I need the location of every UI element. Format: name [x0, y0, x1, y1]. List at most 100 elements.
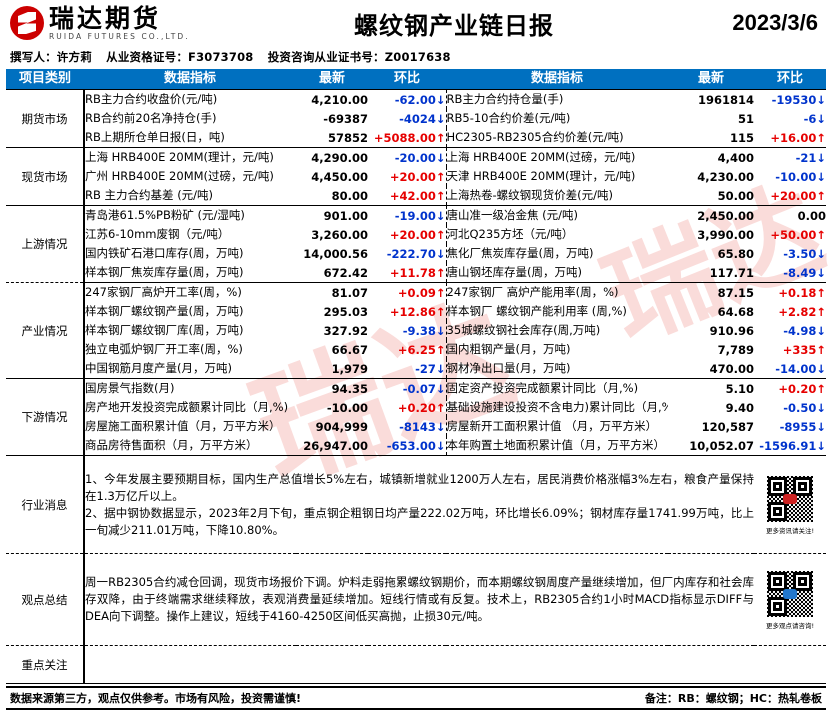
indicator-value-left: 14,000.56 — [303, 246, 368, 261]
indicator-name-right: RB主力合约持仓量(手) — [445, 89, 668, 109]
table-row: 期货市场 RB主力合约收盘价(元/吨) 4,210.00 -62.00↓ RB主力合约持… — [6, 89, 826, 148]
indicator-name-right: 钢材净出口量(月，万吨) — [445, 359, 668, 379]
qr-code-cell[interactable]: 更多观点请咨询! — [754, 553, 826, 646]
indicator-value-right: 5.10 — [668, 378, 754, 398]
indicator-change-left: -62.00↓ — [368, 89, 446, 109]
indicator-name-left: 青岛港61.5%PB粉矿 (元/湿吨) — [84, 205, 296, 225]
indicator-change-left: -8143↓ — [399, 419, 446, 434]
table-header-row: 项目类别 数据指标 最新 环比 数据指标 最新 环比 — [6, 69, 826, 90]
table-row: 江苏6-10mm废钢（元/吨） 3,260.00 +20.00↑ 河北Q235方坯（元… — [6, 225, 826, 244]
byline-cert: 从业资格证号：F3073708 — [106, 50, 254, 64]
indicator-value-left: 327.92 — [323, 323, 368, 338]
indicator-value-right: 1961814 — [668, 89, 754, 109]
page-header: 瑞达期货 RUIDA FUTURES CO.,LTD. 螺纹钢产业链日报 202… — [6, 0, 826, 46]
indicator-change-right: -21↓ — [754, 147, 826, 167]
indicator-change-right: +20.00↑ — [754, 186, 826, 206]
indicator-value-right: 910.96 — [709, 323, 754, 338]
col-latest-left: 最新 — [296, 69, 368, 90]
indicator-value-left: 80.00 — [296, 186, 368, 206]
indicator-name-left: 房产地开发投资完成额累计同比（月,%) — [85, 400, 289, 414]
table-row: 中国钢筋月度产量(月，万吨) 1,979 -27↓ 钢材净出口量(月，万吨) 470.0… — [6, 359, 826, 379]
indicator-change-left: -27↓ — [368, 359, 446, 379]
indicator-value-right: 7,789 — [717, 342, 754, 357]
indicator-value-right: 470.00 — [668, 359, 754, 379]
indicator-change-right: 0.00 — [754, 205, 826, 225]
indicator-change-right: -0.50↓ — [783, 400, 826, 415]
qr-code-icon[interactable] — [766, 569, 814, 618]
footer-disclaimer: 数据来源第三方，观点仅供参考。市场有风险，投资需谨慎! — [10, 692, 302, 705]
indicator-name-left: RB 主力合约基差 (元/吨) — [84, 186, 296, 206]
report-page: 瑞达 瑞达 瑞达期货 RUIDA FUTURES CO.,LTD. 螺纹钢产业链… — [0, 0, 832, 685]
indicator-name-right: 本年购置土地面积累计值（月，万平方米） — [445, 436, 668, 456]
indicator-name-left: 广州 HRB400E 20MM(过磅，元/吨) — [85, 169, 274, 183]
indicator-value-right: 50.00 — [668, 186, 754, 206]
indicator-value-left: -10.00 — [326, 400, 368, 415]
indicator-change-right: +0.20↑ — [754, 378, 826, 398]
table-row: 样本钢厂螺纹钢产量(周，万吨) 295.03 +12.86↑ 样本钢厂 螺纹钢产能利用… — [6, 302, 826, 321]
indicator-name-left: 江苏6-10mm废钢（元/吨） — [85, 227, 230, 241]
text-section-row: 重点关注 — [6, 645, 826, 684]
category-cell: 下游情况 — [6, 378, 85, 456]
indicator-change-left: +12.86↑ — [389, 304, 446, 319]
table-row: 下游情况 国房景气指数(月) 94.35 -0.07↓ 固定资产投资完成额累计同比（月,… — [6, 378, 826, 456]
indicator-name-left: RB上期所仓单日报(日，吨) — [84, 128, 296, 148]
indicator-change-left: -9.38↓ — [402, 323, 446, 338]
indicator-value-left: 81.07 — [296, 282, 368, 302]
indicator-name-left: 独立电弧炉钢厂开工率(周，%) — [85, 342, 243, 356]
indicator-value-right: 3,990.00 — [697, 227, 754, 242]
text-section-label: 重点关注 — [6, 645, 85, 684]
indicator-name-left: 房屋施工面积累计值（月，万平方米） — [85, 419, 281, 433]
qr-caption: 更多观点请咨询! — [765, 621, 815, 630]
indicator-change-left: -222.70↓ — [386, 246, 446, 261]
brand-name-cn: 瑞达期货 — [49, 3, 162, 33]
indicator-change-right: +50.00↑ — [770, 227, 826, 242]
indicator-name-right: 247家钢厂 高炉产能用率(周，%) — [445, 282, 668, 302]
indicator-name-right: 焦化厂焦炭库存量(周，万吨) — [445, 244, 668, 263]
indicator-name-left: 样本钢厂螺纹钢产量(周，万吨) — [85, 304, 244, 318]
table-row: 样本钢厂螺纹钢厂库(周，万吨) 327.92 -9.38↓ 35城螺纹钢社会库存(周,… — [6, 321, 826, 340]
category-cell: 期货市场 — [6, 89, 85, 148]
indicator-value-left: 57852 — [296, 128, 368, 148]
indicator-change-right: -6↓ — [803, 111, 826, 126]
indicator-change-left: +42.00↑ — [368, 186, 446, 206]
indicator-value-right: 51 — [737, 111, 754, 126]
indicator-value-left: 66.67 — [331, 342, 368, 357]
indicator-change-right: -8955↓ — [779, 419, 826, 434]
indicator-value-left: 4,210.00 — [296, 89, 368, 109]
indicator-change-left: +20.00↑ — [389, 227, 446, 242]
indicator-change-left: +20.00↑ — [389, 169, 446, 184]
indicator-name-left: RB合约前20名净持仓(手) — [85, 111, 217, 125]
category-cell: 现货市场 — [6, 147, 85, 206]
indicator-name-right: 唐山钢坯库存量(周，万吨) — [445, 263, 668, 283]
indicator-change-right: +0.18↑ — [754, 282, 826, 302]
table-row: 房屋施工面积累计值（月，万平方米） 904,999 -8143↓ 房屋新开工面积累计值… — [6, 417, 826, 436]
indicator-value-right: 4,230.00 — [697, 169, 754, 184]
indicator-change-left: -19.00↓ — [368, 205, 446, 225]
qr-code-icon[interactable] — [766, 474, 814, 523]
indicator-value-left: 4,450.00 — [311, 169, 368, 184]
indicator-change-right: -14.00↓ — [754, 359, 826, 379]
col-latest-right: 最新 — [668, 69, 754, 90]
indicator-value-left: 4,290.00 — [296, 147, 368, 167]
table-row: 上游情况 青岛港61.5%PB粉矿 (元/湿吨) 901.00 -19.00↓ 唐山准一… — [6, 205, 826, 283]
indicator-value-right: 115 — [668, 128, 754, 148]
indicator-value-left: 904,999 — [315, 419, 368, 434]
qr-code-cell[interactable]: 更多资讯请关注! — [754, 455, 826, 554]
table-row: RB 主力合约基差 (元/吨) 80.00 +42.00↑ 上海热卷-螺纹钢现货价差(… — [6, 186, 826, 206]
footer-note: 备注：RB：螺纹钢；HC：热轧卷板 — [644, 692, 822, 705]
text-section-row: 观点总结 周一RB2305合约减仓回调，现货市场报价下调。炉料走弱拖累螺纹钢期价，… — [6, 553, 826, 646]
indicator-value-right: 4,400 — [668, 147, 754, 167]
indicator-change-left: -4024↓ — [399, 111, 446, 126]
col-indicator-right: 数据指标 — [446, 69, 668, 90]
indicator-change-right: -1596.91↓ — [754, 436, 826, 456]
indicator-value-right: 65.80 — [717, 246, 754, 261]
indicator-change-left: +0.20↑ — [397, 400, 446, 415]
indicator-name-left: 上海 HRB400E 20MM(理计，元/吨) — [84, 147, 296, 167]
indicator-change-left: -0.07↓ — [368, 378, 446, 398]
indicator-name-left: 国内铁矿石港口库存(周，万吨) — [85, 246, 244, 260]
col-change-left: 环比 — [368, 69, 446, 90]
indicator-value-left: 295.03 — [323, 304, 368, 319]
table-row: 产业情况 247家钢厂高炉开工率(周，%) 81.07 +0.09↑ 247家钢厂 高炉… — [6, 282, 826, 379]
page-title: 螺纹钢产业链日报 — [354, 11, 554, 40]
indicator-change-left: -20.00↓ — [368, 147, 446, 167]
